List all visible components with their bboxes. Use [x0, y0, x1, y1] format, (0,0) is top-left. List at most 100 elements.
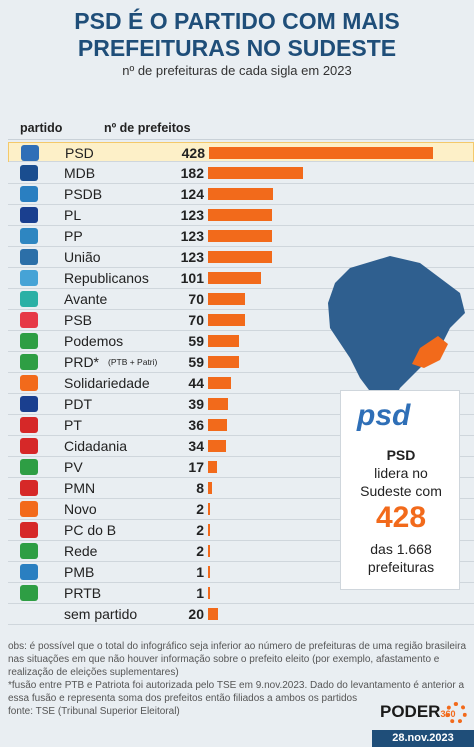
party-logo-icon [20, 228, 38, 244]
data-label: 39 [188, 396, 204, 412]
psd-logo: psd [357, 399, 411, 432]
data-label: 34 [188, 438, 204, 454]
bar [208, 524, 210, 536]
party-logo-icon [20, 480, 38, 496]
row-divider [8, 204, 474, 205]
title-line-2: PREFEITURAS NO SUDESTE [77, 35, 397, 61]
party-label: PMN [64, 480, 96, 496]
table-row: PT 36 [8, 415, 474, 436]
bar [208, 314, 245, 326]
row-divider [8, 183, 474, 184]
party-label: PC do B [64, 522, 117, 538]
data-label: 124 [180, 186, 204, 202]
footnote-2: nas situações em que não houver informaç… [8, 654, 440, 665]
data-label: 182 [180, 165, 204, 181]
party-label: PSB [64, 312, 93, 328]
party-logo-icon [20, 459, 38, 475]
party-label: PRTB [64, 585, 102, 601]
data-label: 123 [180, 207, 204, 223]
chart-subtitle: nº de prefeituras de cada sigla em 2023 [122, 63, 352, 78]
bar [208, 356, 239, 368]
row-divider [8, 456, 474, 457]
party-logo-icon [20, 564, 38, 580]
data-label: 20 [188, 606, 204, 622]
data-label: 2 [196, 501, 204, 517]
bar [208, 503, 210, 515]
bar [208, 188, 273, 200]
card-line-4: das 1.668 [370, 541, 432, 557]
bar [208, 566, 210, 578]
table-row: PC do B 2 [8, 520, 474, 541]
source-note: fonte: TSE (Tribunal Superior Eleitoral) [8, 706, 180, 717]
bar [208, 272, 261, 284]
table-row: Podemos 59 [8, 331, 474, 352]
table-row: PMB 1 [8, 562, 474, 583]
party-logo-icon [20, 585, 38, 601]
bar [208, 167, 304, 179]
row-divider [8, 477, 474, 478]
table-row: Novo 2 [8, 499, 474, 520]
data-label: 36 [188, 417, 204, 433]
bar [208, 419, 227, 431]
party-label: Avante [64, 291, 108, 307]
row-divider [8, 414, 474, 415]
card-party: PSD [386, 447, 416, 463]
bar [208, 608, 219, 620]
bar [208, 482, 213, 494]
row-divider [8, 498, 474, 499]
table-row: Republicanos 101 [8, 268, 474, 289]
card-line-5: prefeituras [367, 559, 435, 575]
party-label: PDT [64, 396, 92, 412]
data-label: 70 [188, 291, 204, 307]
table-row: sem partido 20 [8, 604, 474, 625]
row-divider [8, 225, 474, 226]
data-label: 44 [188, 375, 204, 391]
table-row: Cidadania 34 [8, 436, 474, 457]
row-divider [8, 330, 474, 331]
row-divider [8, 540, 474, 541]
party-label: Solidariedade [64, 375, 150, 391]
party-logo-icon [20, 396, 38, 412]
row-divider [8, 603, 474, 604]
bar [208, 293, 245, 305]
row-divider [8, 582, 474, 583]
table-row: União 123 [8, 247, 474, 268]
data-label: 70 [188, 312, 204, 328]
party-logo-icon [20, 543, 38, 559]
bar [208, 440, 226, 452]
party-label: PV [64, 459, 83, 475]
table-row: PP 123 [8, 226, 474, 247]
row-divider [8, 309, 474, 310]
party-logo-icon [20, 291, 38, 307]
party-label: MDB [64, 165, 96, 181]
row-divider [8, 351, 474, 352]
row-divider [8, 561, 474, 562]
brazil-map-outline [328, 256, 465, 418]
table-row: PV 17 [8, 457, 474, 478]
southeast-region [412, 336, 448, 368]
table-row: PMN 8 [8, 478, 474, 499]
party-logo-icon [20, 354, 38, 370]
chart-title: PSD É O PARTIDO COM MAIS PREFEITURAS NO … [0, 8, 474, 62]
row-divider [8, 393, 474, 394]
party-logo-icon [20, 186, 38, 202]
brand-name: PODER [380, 702, 441, 721]
party-label: União [64, 249, 101, 265]
data-label: 1 [196, 585, 204, 601]
data-label: 428 [181, 145, 205, 161]
bar [208, 209, 273, 221]
party-label: Republicanos [64, 270, 149, 286]
card-line-3: Sudeste com [360, 483, 442, 499]
party-label: PRD* [64, 354, 100, 370]
data-label: 123 [180, 228, 204, 244]
party-label: Novo [64, 501, 97, 517]
party-label: PSD [65, 145, 94, 161]
brazil-map [328, 256, 465, 418]
party-logo-icon [20, 438, 38, 454]
party-logo-icon [21, 145, 39, 161]
data-label: 8 [196, 480, 204, 496]
footnote-4: *fusão entre PTB e Patriota foi autoriza… [8, 680, 465, 691]
column-header-party: partido [20, 121, 63, 135]
bar [208, 251, 273, 263]
header-divider [8, 139, 474, 140]
